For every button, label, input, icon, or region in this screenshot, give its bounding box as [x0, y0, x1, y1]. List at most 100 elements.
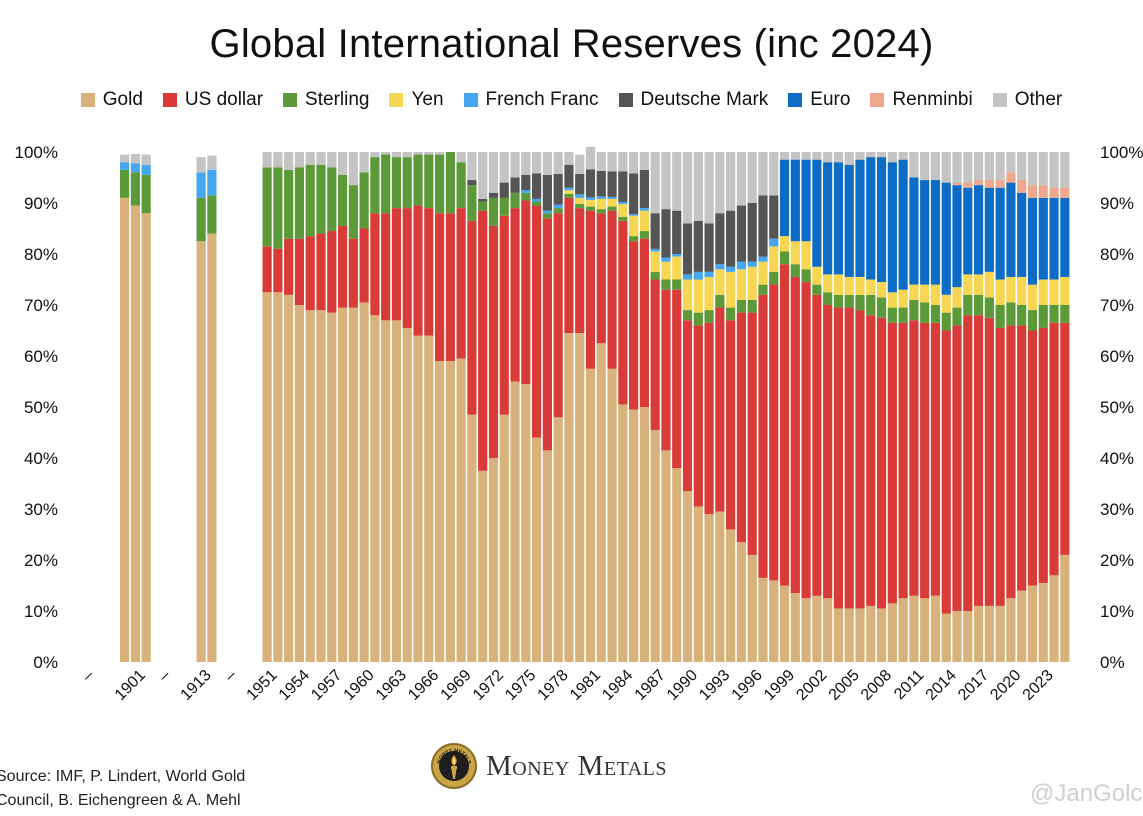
bar-segment-sterling [359, 172, 369, 229]
bar-segment-sterling [876, 297, 887, 318]
bar-segment-gold [553, 417, 563, 662]
bar-segment-gold [866, 605, 876, 662]
bar-segment-gold [359, 302, 369, 662]
bar-segment-other [478, 152, 488, 199]
bar-segment-yen [758, 261, 768, 285]
bar-segment-usd [693, 325, 703, 507]
bar-segment-sterling [941, 312, 951, 331]
bar-segment-euro [823, 162, 833, 275]
y-tick-label-right: 60% [1100, 347, 1134, 366]
bar-segment-other [262, 152, 272, 168]
bar-segment-gold [337, 307, 348, 662]
bar-segment-yen [575, 197, 585, 205]
bar-segment-other [1060, 152, 1070, 188]
bar-segment-sterling [120, 169, 130, 198]
bar-segment-gold [887, 603, 897, 662]
bar-segment-franc [629, 214, 639, 216]
bar-segment-franc [532, 198, 542, 202]
x-tick-label: 2014 [923, 667, 960, 704]
bar-segment-gold [1038, 582, 1048, 662]
bar-segment-gold [273, 292, 283, 662]
bar-segment-gold [779, 585, 790, 662]
y-tick-label-left: 60% [24, 347, 58, 366]
y-tick-label-right: 50% [1100, 398, 1134, 417]
bar-segment-gold [618, 404, 628, 662]
bar-segment-gold [370, 315, 380, 662]
bar-segment-gold [521, 384, 531, 662]
legend-item-sterling: Sterling [283, 89, 369, 111]
bar-segment-sterling [305, 164, 315, 237]
bar-segment-gold [284, 294, 294, 662]
bar-segment-other [952, 152, 962, 183]
bar-segment-gold [973, 605, 984, 662]
bar-segment-sterling [467, 185, 477, 221]
bar-segment-sterling [1027, 310, 1038, 331]
bar-segment-sterling [898, 307, 908, 323]
bar-segment-other [672, 152, 682, 211]
bar-segment-dmark [532, 173, 542, 199]
legend-label: Gold [102, 89, 143, 110]
bar-segment-gold [693, 506, 703, 662]
bar-segment-gold [488, 458, 499, 662]
bar-segment-euro [995, 187, 1005, 280]
bar-segment-franc [693, 271, 703, 280]
bar-segment-yen [812, 266, 822, 285]
bar-segment-yen [607, 198, 617, 207]
bar-segment-dmark [478, 198, 488, 202]
legend-swatch [618, 93, 633, 107]
bar-segment-sterling [973, 294, 984, 316]
bar-segment-gold [715, 511, 725, 662]
x-tick-label: 2017 [955, 667, 992, 704]
bar-segment-usd [413, 205, 423, 336]
legend-swatch [870, 93, 885, 107]
bar-segment-other [618, 152, 628, 172]
x-tick-label: 2020 [987, 667, 1024, 704]
bar-segment-yen [952, 287, 962, 308]
bar-segment-gold [769, 580, 779, 662]
x-tick-label: 1957 [308, 667, 345, 704]
bar-segment-other [639, 152, 649, 170]
bar-segment-rmb [1027, 185, 1038, 198]
bar-segment-usd [930, 322, 941, 596]
x-tick-label: 1951 [244, 667, 281, 704]
bar-segment-yen [1038, 279, 1048, 305]
bar-segment-rmb [963, 182, 973, 188]
bar-segment-yen [650, 251, 660, 272]
bar-segment-gold [596, 343, 606, 662]
legend-label: Deutsche Mark [640, 89, 769, 110]
y-tick-label-right: 70% [1100, 296, 1134, 315]
bar-segment-other [564, 152, 574, 165]
bar-segment-gold [952, 611, 962, 662]
bar-segment-other [973, 152, 984, 181]
bar-segment-other [434, 152, 445, 155]
bar-segment-sterling [629, 236, 639, 242]
bar-segment-other [1049, 152, 1059, 188]
bar-segment-franc [553, 204, 563, 209]
bar-segment-gold [348, 307, 358, 662]
bar-segment-gold [402, 327, 412, 662]
bar-segment-sterling [478, 201, 488, 211]
bar-segment-other [294, 152, 305, 168]
bar-segment-euro [833, 162, 844, 275]
source-note: Source: IMF, P. Lindert, World Gold Coun… [0, 765, 245, 813]
bar-segment-yen [704, 276, 714, 311]
bar-segment-other [693, 152, 703, 221]
bar-segment-yen [726, 271, 736, 308]
bar-segment-sterling [381, 154, 391, 214]
legend-swatch [389, 93, 404, 107]
bar-segment-sterling [995, 305, 1005, 328]
bar-segment-dmark [682, 223, 693, 275]
bar-segment-sterling [747, 299, 757, 313]
bar-segment-sterling [672, 279, 682, 290]
bar-segment-gold [726, 529, 736, 662]
bar-segment-franc [596, 196, 606, 199]
bar-segment-other [120, 154, 130, 163]
bar-segment-sterling [1049, 305, 1059, 323]
bar-segment-usd [736, 312, 747, 543]
bar-segment-other [456, 152, 466, 163]
bar-segment-other [391, 152, 402, 158]
bar-segment-yen [844, 276, 854, 295]
bar-segment-usd [855, 310, 865, 609]
x-tick-label: 1999 [761, 667, 798, 704]
x-tick-label: 1969 [438, 667, 475, 704]
